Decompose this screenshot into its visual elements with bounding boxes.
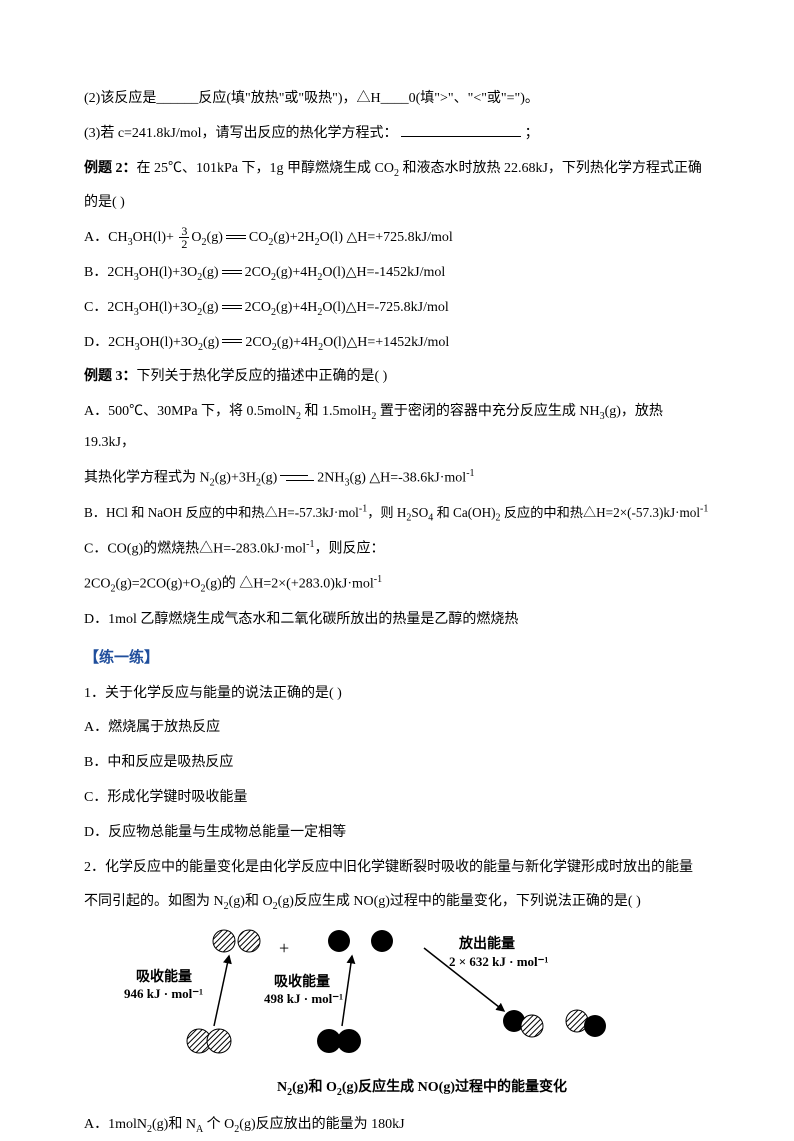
- p2-question-1: 2．化学反应中的能量变化是由化学反应中旧化学键断裂时吸收的能量与新化学键形成时放…: [84, 853, 710, 884]
- ex2-option-d: D．2CH3OH(l)+3O2(g)2CO2(g)+4H2O(l)△H=+145…: [84, 328, 710, 359]
- ex3-option-a-1: A．500℃、30MPa 下，将 0.5molN2 和 1.5molH2 置于密…: [84, 397, 710, 459]
- ex2-option-a: A．CH3OH(l)+ 32O2(g)══CO(g)CO2(g)+2H(g)+2…: [84, 223, 710, 254]
- p1-option-c: C．形成化学键时吸收能量: [84, 783, 710, 814]
- diagram-caption: N2(g)和 O2(g)反应生成 NO(g)过程中的能量变化: [134, 1073, 710, 1104]
- q3-suffix: ；: [525, 126, 539, 141]
- p2-option-a: A．1molN2(g)和 NA 个 O2(g)反应放出的能量为 180kJ: [84, 1110, 710, 1141]
- ex3-option-c-1: C．CO(g)的燃烧热△H=-283.0kJ·mol-1，则反应：: [84, 534, 710, 565]
- svg-text:946 kJ · mol⁻¹: 946 kJ · mol⁻¹: [124, 986, 203, 1001]
- svg-text:498 kJ · mol⁻¹: 498 kJ · mol⁻¹: [264, 991, 343, 1006]
- svg-text:吸收能量: 吸收能量: [274, 973, 330, 990]
- absorb-1-label: 吸收能量: [136, 968, 192, 985]
- svg-text:2 × 632 kJ · mol⁻¹: 2 × 632 kJ · mol⁻¹: [449, 954, 549, 969]
- ex2-option-b: B．2CH3OH(l)+3O2(g)2CO2(g)+4H2O(l)△H=-145…: [84, 258, 710, 289]
- p1-option-d: D．反应物总能量与生成物总能量一定相等: [84, 818, 710, 849]
- energy-diagram: 吸收能量 946 kJ · mol⁻¹ + 吸收能量 498 kJ · mol⁻…: [124, 926, 624, 1069]
- question-2: (2)该反应是______反应(填"放热"或"吸热")，△H____0(填">"…: [84, 84, 710, 115]
- fraction-icon: 32: [179, 225, 189, 250]
- q3-prefix: (3)若 c=241.8kJ/mol，请写出反应的热化学方程式：: [84, 126, 398, 141]
- example-2-intro: 例题 2：在 25℃、101kPa 下，1g 甲醇燃烧生成 CO2 和液态水时放…: [84, 154, 710, 185]
- svg-text:放出能量: 放出能量: [458, 935, 515, 952]
- p1-option-b: B．中和反应是吸热反应: [84, 748, 710, 779]
- example-2-intro-cont: 的是( ): [84, 188, 710, 219]
- ex2-label: 例题 2：: [84, 161, 137, 176]
- diagram-svg: 吸收能量 946 kJ · mol⁻¹ + 吸收能量 498 kJ · mol⁻…: [124, 926, 624, 1056]
- ex3-option-d: D．1mol 乙醇燃烧生成气态水和二氧化碳所放出的热量是乙醇的燃烧热: [84, 605, 710, 636]
- practice-header: 【练一练】: [84, 642, 710, 675]
- svg-text:+: +: [279, 938, 289, 958]
- p1-option-a: A．燃烧属于放热反应: [84, 713, 710, 744]
- ex3-option-b: B．HCl 和 NaOH 反应的中和热△H=-57.3kJ·mol-1，则 H2…: [84, 498, 710, 530]
- p2-question-2: 不同引起的。如图为 N2(g)和 O2(g)反应生成 NO(g)过程中的能量变化…: [84, 887, 710, 918]
- blank-answer: [401, 123, 521, 137]
- equilibrium-arrow-icon: [280, 473, 314, 483]
- example-3-intro: 例题 3：下列关于热化学反应的描述中正确的是( ): [84, 362, 710, 393]
- p1-question: 1．关于化学反应与能量的说法正确的是( ): [84, 679, 710, 710]
- question-3: (3)若 c=241.8kJ/mol，请写出反应的热化学方程式： ；: [84, 119, 710, 150]
- ex3-option-c-2: 2CO2(g)=2CO(g)+O2(g)的 △H=2×(+283.0)kJ·mo…: [84, 569, 710, 600]
- ex3-option-a-2: 其热化学方程式为 N2(g)+3H2(g)2NH3(g) △H=-38.6kJ·…: [84, 463, 710, 494]
- ex2-option-c: C．2CH3OH(l)+3O2(g)2CO2(g)+4H2O(l)△H=-725…: [84, 293, 710, 324]
